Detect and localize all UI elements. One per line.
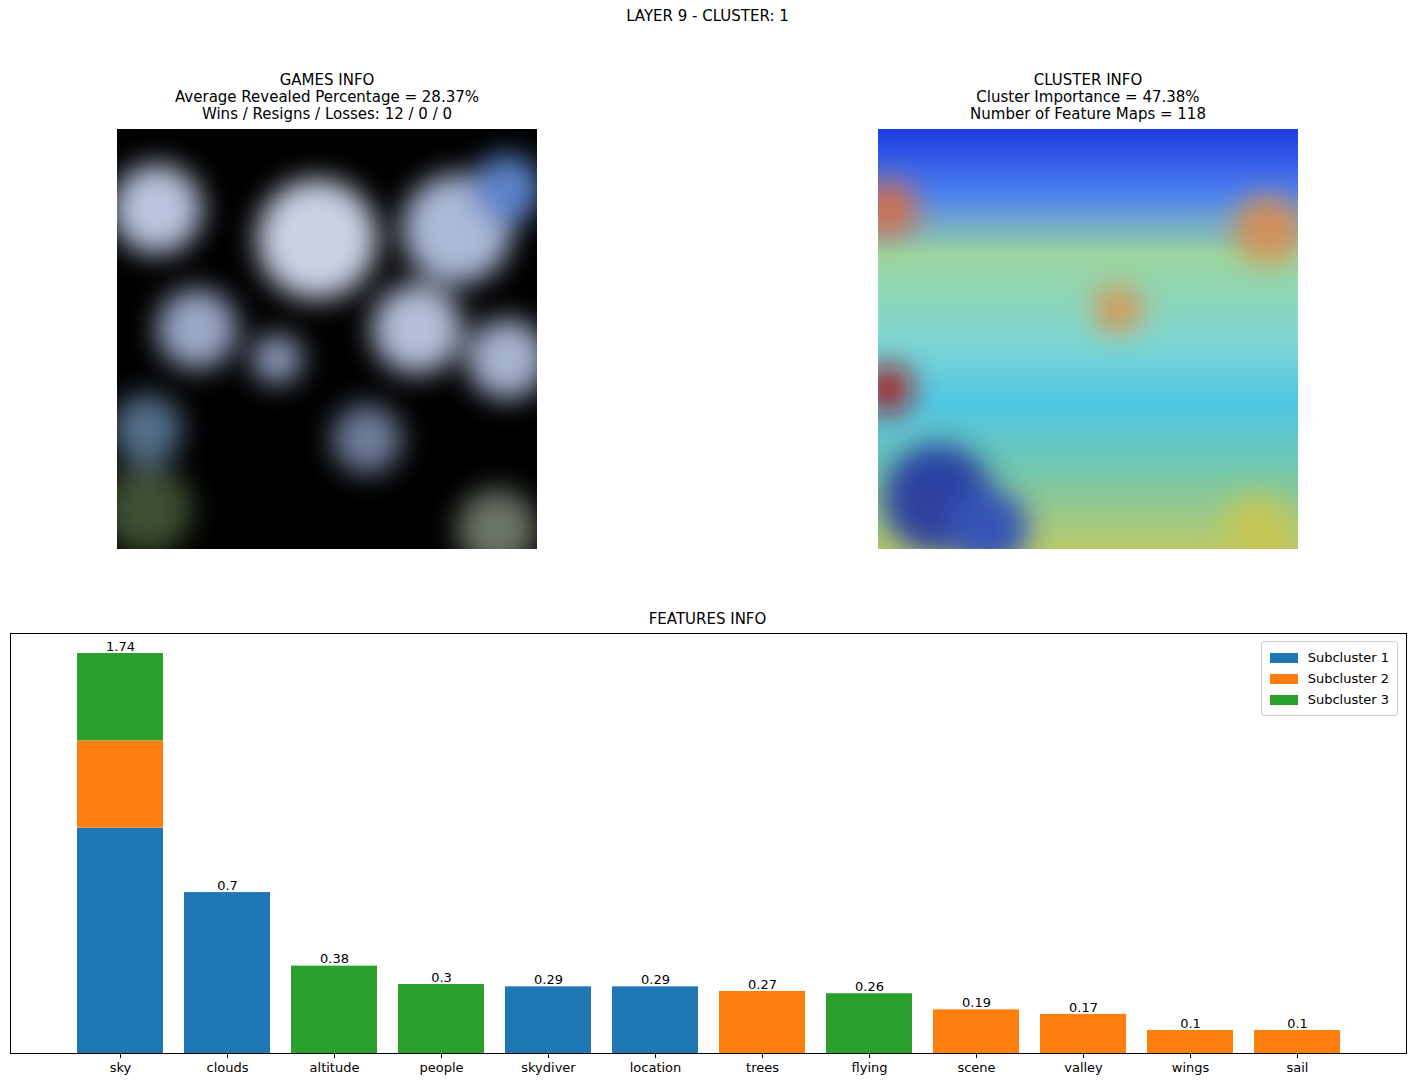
svg-text:altitude: altitude — [310, 1060, 360, 1075]
html-text:LAYER 9 - CLUSTER: 1: LAYER 9 - CLUSTER: 1 — [626, 7, 789, 25]
svg-text:location: location — [630, 1060, 682, 1075]
svg-text:0.27: 0.27 — [748, 977, 777, 992]
svg-text:0.7: 0.7 — [217, 878, 238, 893]
html-text:GAMES INFO: GAMES INFO — [279, 71, 375, 89]
svg-text:sail: sail — [1287, 1060, 1309, 1075]
svg-text:wings: wings — [1172, 1060, 1210, 1075]
svg-text:0.3: 0.3 — [431, 970, 452, 985]
svg-text:skydiver: skydiver — [521, 1060, 576, 1075]
svg-text:0.19: 0.19 — [962, 995, 991, 1010]
svg-text:1.74: 1.74 — [106, 639, 135, 654]
svg-text:clouds: clouds — [207, 1060, 249, 1075]
svg-text:scene: scene — [957, 1060, 995, 1075]
svg-text:flying: flying — [852, 1060, 888, 1075]
html-text:CLUSTER INFO: CLUSTER INFO — [1033, 71, 1143, 89]
html-text:Subcluster 1: Subcluster 1 — [1307, 650, 1389, 665]
svg-text:0.1: 0.1 — [1180, 1016, 1201, 1031]
html-text:Number of Feature Maps = 118: Number of Feature Maps = 118 — [970, 105, 1206, 123]
svg-text:0.29: 0.29 — [641, 972, 670, 987]
svg-text:valley: valley — [1064, 1060, 1103, 1075]
html-text:Subcluster 3: Subcluster 3 — [1307, 692, 1389, 707]
svg-text:0.29: 0.29 — [534, 972, 563, 987]
svg-text:0.1: 0.1 — [1287, 1016, 1308, 1031]
html-text:Subcluster 2: Subcluster 2 — [1307, 671, 1389, 686]
html-text:Wins / Resigns / Losses: 12 /: Wins / Resigns / Losses: 12 / 0 / 0 — [202, 105, 452, 123]
svg-text:people: people — [419, 1060, 463, 1075]
html-text:Cluster Importance = 47.38%: Cluster Importance = 47.38% — [976, 88, 1200, 106]
svg-text:0.38: 0.38 — [320, 951, 349, 966]
svg-text:0.17: 0.17 — [1069, 1000, 1098, 1015]
html-text:FEATURES INFO: FEATURES INFO — [648, 610, 767, 628]
html-text:Average Revealed Percentage =: Average Revealed Percentage = 28.37% — [175, 88, 479, 106]
svg-text:sky: sky — [110, 1060, 132, 1075]
svg-text:trees: trees — [746, 1060, 779, 1075]
svg-text:0.26: 0.26 — [855, 979, 884, 994]
